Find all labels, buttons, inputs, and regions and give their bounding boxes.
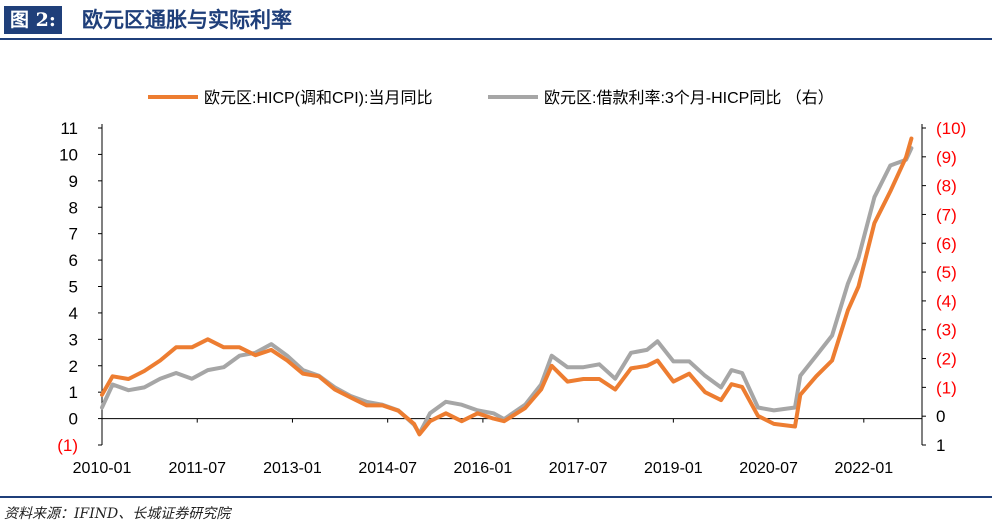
x-tick-label: 2014-07 <box>358 460 417 477</box>
x-tick-label: 2017-07 <box>549 460 608 477</box>
x-tick-label: 2011-07 <box>168 460 226 477</box>
legend-label-hicp: 欧元区:HICP(调和CPI):当月同比 <box>204 89 432 107</box>
y-tick-label-left: 6 <box>69 251 78 270</box>
chart-series <box>100 136 914 437</box>
y-tick-label-right: (2) <box>936 350 957 369</box>
y-tick-label-right: (5) <box>936 263 957 282</box>
y-tick-label-right: 0 <box>936 407 945 426</box>
figure-number: 图 2: <box>4 6 62 34</box>
y-tick-label-right: (6) <box>936 234 957 253</box>
y-tick-label-right: (1) <box>936 378 957 397</box>
chart-axes: (1)0123456789101110(1)(2)(3)(4)(5)(6)(7)… <box>57 119 966 477</box>
series-line-hicp <box>100 136 914 437</box>
y-tick-label-right: (8) <box>936 177 957 196</box>
figure-title: 欧元区通胀与实际利率 <box>82 8 292 32</box>
y-tick-label-left: 2 <box>69 357 78 376</box>
header-rule <box>0 38 992 40</box>
y-tick-label-left: 1 <box>69 383 78 402</box>
x-tick-label: 2010-01 <box>73 460 132 477</box>
y-tick-label-right: (3) <box>936 321 957 340</box>
x-tick-label: 2019-01 <box>644 460 703 477</box>
y-tick-label-left: 9 <box>69 172 78 191</box>
legend-label-real-rate: 欧元区:借款利率:3个月-HICP同比 （右） <box>544 89 834 107</box>
source-note: 资料来源：IFIND、长城证券研究院 <box>4 506 231 522</box>
y-tick-label-right: (4) <box>936 292 957 311</box>
y-tick-label-left: 8 <box>69 198 78 217</box>
footer-rule <box>0 496 992 498</box>
y-tick-label-left: 7 <box>69 225 78 244</box>
y-tick-label-left: (1) <box>57 436 78 455</box>
x-tick-label: 2022-01 <box>834 460 893 477</box>
y-tick-label-left: 3 <box>69 330 78 349</box>
y-tick-label-left: 11 <box>60 119 78 138</box>
x-tick-label: 2016-01 <box>454 460 513 477</box>
y-tick-label-right: (10) <box>936 119 966 138</box>
y-tick-label-left: 10 <box>59 145 78 164</box>
y-tick-label-right: (7) <box>936 205 957 224</box>
y-tick-label-left: 0 <box>69 410 78 429</box>
y-tick-label-right: 1 <box>936 436 945 455</box>
y-tick-label-left: 4 <box>69 304 78 323</box>
series-line-real-rate <box>100 146 914 436</box>
figure-header: 图 2: 欧元区通胀与实际利率 <box>0 0 992 40</box>
y-tick-label-left: 5 <box>69 278 78 297</box>
line-chart: 欧元区:HICP(调和CPI):当月同比 欧元区:借款利率:3个月-HICP同比 … <box>57 89 966 477</box>
y-tick-label-right: (9) <box>936 148 957 167</box>
chart-legend: 欧元区:HICP(调和CPI):当月同比 欧元区:借款利率:3个月-HICP同比 … <box>148 89 834 107</box>
x-tick-label: 2013-01 <box>263 460 322 477</box>
x-tick-label: 2020-07 <box>739 460 798 477</box>
